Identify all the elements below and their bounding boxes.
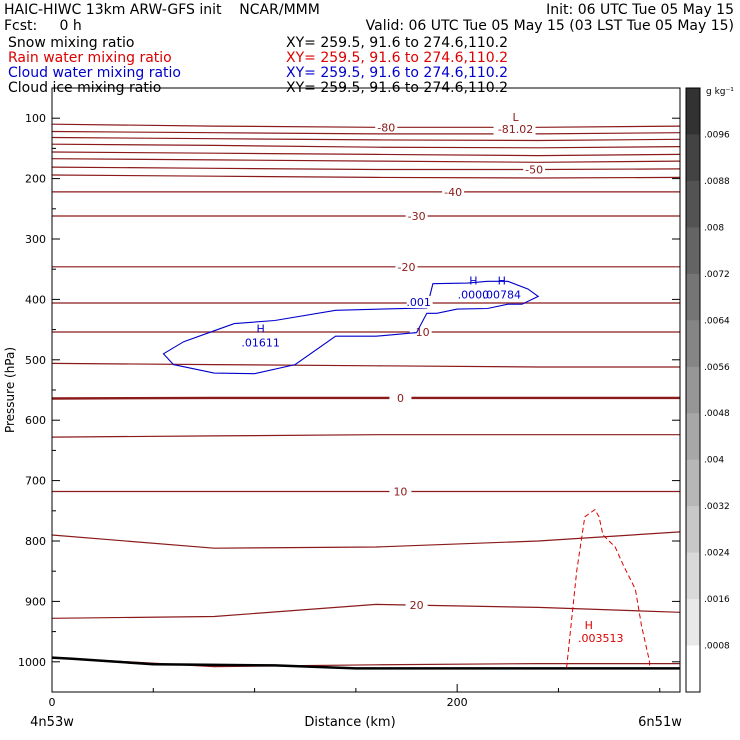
colorbar-frame [685,87,701,693]
colorbar-tick-label: .0096 [704,130,730,140]
colorbar-segment [686,645,700,693]
colorbar-tick-label: .0024 [704,549,730,559]
cloud-water-max-marker: H [498,274,506,287]
colorbar: .0096 .0088 .008 .0072 .0064 .0056 .0048 .004 .0… [685,87,730,693]
temperature-contour [51,130,681,135]
x-endpoint-right: 6n51w [638,715,682,730]
colorbar-tick-label: .0032 [704,502,730,512]
colorbar-segment [686,599,700,647]
temperature-contour [51,434,680,438]
colorbar-segment [686,320,700,368]
temperature-contour-label: -50 [525,164,543,177]
colorbar-tick-label: .0064 [704,316,730,326]
field-xy-rain: XY= 259.5, 91.6 to 274.6,110.2 [286,50,509,66]
temperature-contour [51,151,681,157]
colorbar-segment [686,413,700,461]
temperature-contour [51,123,681,128]
temperature-contour [51,362,680,368]
temperature-contour [51,158,681,163]
field-xy-snow: XY= 259.5, 91.6 to 274.6,110.2 [286,35,509,51]
cloud-water-max-marker: H [257,323,265,336]
init-time: Init: 06 UTC Tue 05 May 15 [546,2,734,18]
temperature-contour-label: -80 [377,121,395,134]
colorbar-tick-label: .0072 [704,270,730,280]
x-endpoint-left: 4n53w [30,715,74,730]
rain-water-max-marker: H [585,619,593,632]
field-xy-cloud-water: XY= 259.5, 91.6 to 274.6,110.2 [286,65,509,81]
temperature-contour-label: -10 [412,326,430,339]
colorbar-unit: g kg⁻¹ [706,87,734,97]
x-axis-label: Distance (km) [304,715,395,730]
y-tick-label: 100 [25,112,46,125]
cloud-water-max-value: .0000 [458,288,490,301]
plot-frame [51,87,681,693]
colorbar-segment [686,459,700,507]
colorbar-segment [686,227,700,275]
colorbar-segment [686,552,700,600]
temperature-contour [51,396,680,400]
y-tick-label: 1000 [18,656,46,669]
colorbar-tick-label: .004 [704,456,724,466]
temperature-contour-label: -20 [398,261,416,274]
colorbar-segment [686,88,700,135]
temperature-min-marker: L [512,111,519,124]
x-tick-label: 200 [447,696,468,709]
temperature-contour [51,136,681,142]
cloud-water-max-marker: H [469,274,477,287]
temperature-contour [51,166,681,171]
temperature-contour [51,143,681,149]
cloud-water-contour [162,280,540,375]
temperature-contour-label: 20 [410,599,424,612]
colorbar-segment [686,180,700,228]
rain-water-contour [566,508,651,668]
colorbar-segment [686,506,700,554]
y-tick-label: 300 [25,233,46,246]
forecast-hour: Fcst: 0 h [4,18,82,34]
y-tick-label: 700 [25,475,46,488]
y-tick-label: 200 [25,173,46,186]
colorbar-segment [686,273,700,321]
temperature-min-value: -81.02 [498,123,533,136]
colorbar-tick-label: .0088 [704,177,730,187]
valid-time: Valid: 06 UTC Tue 05 May 15 (03 LST Tue … [365,18,734,34]
y-axis-label: Pressure (hPa) [3,347,17,433]
temperature-contour [51,657,680,668]
y-tick-label: 400 [25,293,46,306]
temperature-contour-label: 0 [397,392,404,405]
temperature-contour-label: 10 [393,485,407,498]
temperature-contour-label: -40 [444,186,462,199]
y-tick-label: 600 [25,414,46,427]
temperature-contour [51,603,681,619]
colorbar-tick-label: .0008 [704,642,730,652]
y-tick-label: 800 [25,535,46,548]
colorbar-tick-label: .0016 [704,595,730,605]
colorbar-segment [686,134,700,182]
colorbar-tick-label: .008 [704,223,724,233]
field-name-cloud-water: Cloud water mixing ratio [8,65,181,81]
rain-water-max-value: .003513 [578,632,624,645]
cloud-water-contour-label: .001 [406,296,431,309]
temperature-contour [51,174,681,179]
plot-title: HAIC-HIWC 13km ARW-GFS init NCAR/MMM [4,2,320,18]
ground-line [51,656,680,670]
y-tick-label: 500 [25,354,46,367]
y-tick-label: 900 [25,595,46,608]
field-name-rain: Rain water mixing ratio [8,50,172,66]
field-name-snow: Snow mixing ratio [8,35,135,51]
colorbar-segment [686,366,700,414]
cloud-water-max-value: .01611 [241,337,280,350]
cloud-water-max-value: .00784 [482,288,521,301]
temperature-contour-label: -30 [408,210,426,223]
temperature-contour [51,531,681,549]
x-tick-label: 0 [49,696,56,709]
colorbar-tick-label: .0056 [704,363,730,373]
colorbar-tick-label: .0048 [704,409,730,419]
